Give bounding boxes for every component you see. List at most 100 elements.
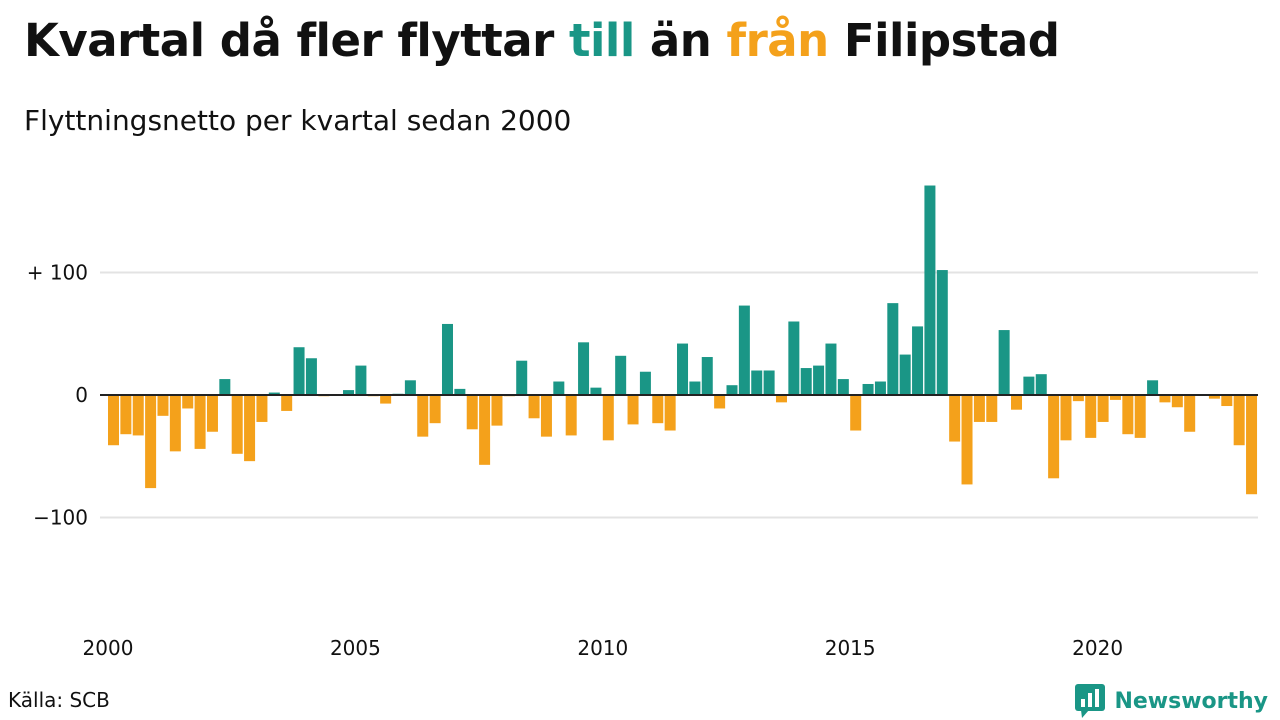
bar-positive (813, 365, 825, 395)
bar-negative (1221, 395, 1233, 407)
bar-negative (479, 395, 491, 465)
bar-negative (850, 395, 862, 431)
bar-negative (1109, 395, 1121, 400)
title-highlight-out: från (726, 14, 830, 67)
bar-positive (454, 388, 466, 396)
bar-positive (800, 368, 812, 395)
x-tick-label: 2010 (577, 636, 628, 660)
bar-positive (305, 358, 317, 395)
bar-negative (1122, 395, 1134, 435)
x-tick-label: 2005 (330, 636, 381, 660)
bar-negative (1171, 395, 1183, 408)
bar-positive (1035, 374, 1047, 396)
bar-positive (677, 343, 689, 395)
bar-negative (466, 395, 478, 430)
bars (108, 185, 1258, 495)
bar-negative (281, 395, 293, 411)
bar-chart-speech-bubble-icon (1075, 684, 1106, 718)
bar-positive (1147, 380, 1159, 395)
y-tick-label: + 100 (27, 261, 88, 285)
chart-title: Kvartal då fler flyttar till än från Fil… (24, 14, 1060, 67)
bar-negative (652, 395, 664, 424)
bar-negative (108, 395, 119, 446)
bar-positive (590, 387, 602, 395)
bar-negative (1208, 395, 1220, 399)
bar-negative (986, 395, 998, 422)
bar-positive (899, 354, 911, 395)
gridlines (100, 271, 1258, 519)
bar-positive (912, 326, 924, 395)
bar-negative (949, 395, 961, 442)
bar-positive (998, 330, 1010, 395)
bar-negative (1159, 395, 1171, 403)
bar-negative (973, 395, 985, 422)
x-tick-label: 2020 (1072, 636, 1123, 660)
bar-positive (441, 323, 453, 395)
bar-positive (293, 347, 305, 396)
bar-positive (355, 365, 367, 395)
bar-positive (788, 321, 800, 395)
bar-negative (1246, 395, 1258, 495)
bar-positive (639, 371, 651, 396)
bar-positive (701, 357, 713, 395)
bar-negative (244, 395, 256, 462)
bar-negative (194, 395, 206, 449)
bar-negative (1134, 395, 1146, 438)
x-tick-label: 2015 (825, 636, 876, 660)
bar-positive (936, 270, 948, 395)
bar-positive (887, 303, 899, 396)
bar-positive (924, 185, 936, 395)
bar-positive (343, 390, 355, 395)
bar-negative (231, 395, 243, 454)
bar-negative (540, 395, 552, 437)
bar-negative (714, 395, 726, 409)
bar-negative (664, 395, 676, 431)
bar-positive (578, 342, 590, 395)
bar-negative (528, 395, 540, 419)
bar-negative (1085, 395, 1097, 438)
bar-negative (132, 395, 144, 436)
bar-positive (837, 379, 849, 395)
bar-chart: + 100 0 −100 2000 2005 2010 2015 2020 (27, 185, 1258, 660)
bar-positive (516, 360, 528, 395)
bar-negative (775, 395, 787, 403)
bar-positive (1023, 376, 1035, 396)
bar-positive (404, 380, 416, 395)
bar-negative (145, 395, 157, 489)
y-axis-tick-labels: + 100 0 −100 (27, 261, 88, 530)
bar-negative (1072, 395, 1084, 402)
bar-negative (627, 395, 639, 425)
bar-positive (738, 305, 750, 395)
bar-positive (689, 381, 701, 395)
bar-negative (256, 395, 268, 422)
bar-positive (726, 385, 738, 395)
bar-positive (553, 381, 565, 395)
bar-negative (169, 395, 181, 452)
bar-positive (615, 355, 627, 395)
bar-positive (874, 381, 886, 395)
bar-negative (206, 395, 218, 432)
bar-negative (417, 395, 429, 437)
bar-negative (1184, 395, 1196, 432)
bar-positive (763, 370, 775, 395)
bar-positive (862, 383, 874, 396)
brand-logo: Newsworthy (1074, 683, 1268, 719)
bar-negative (1060, 395, 1072, 441)
title-highlight-in: till (568, 14, 635, 67)
title-part-3: Filipstad (828, 14, 1060, 67)
title-part-1: Kvartal då fler flyttar (24, 14, 569, 67)
y-tick-label: −100 (33, 506, 88, 530)
title-part-2: än (634, 14, 727, 67)
source-note: Källa: SCB (8, 688, 110, 712)
y-tick-label: 0 (75, 383, 88, 407)
bar-negative (1097, 395, 1109, 422)
bar-positive (268, 392, 280, 395)
bar-negative (565, 395, 577, 436)
bar-negative (380, 395, 392, 404)
brand-name: Newsworthy (1114, 688, 1268, 714)
bar-negative (602, 395, 614, 441)
bar-negative (1011, 395, 1023, 410)
bar-negative (157, 395, 169, 416)
bar-negative (491, 395, 503, 426)
bar-negative (1233, 395, 1245, 446)
